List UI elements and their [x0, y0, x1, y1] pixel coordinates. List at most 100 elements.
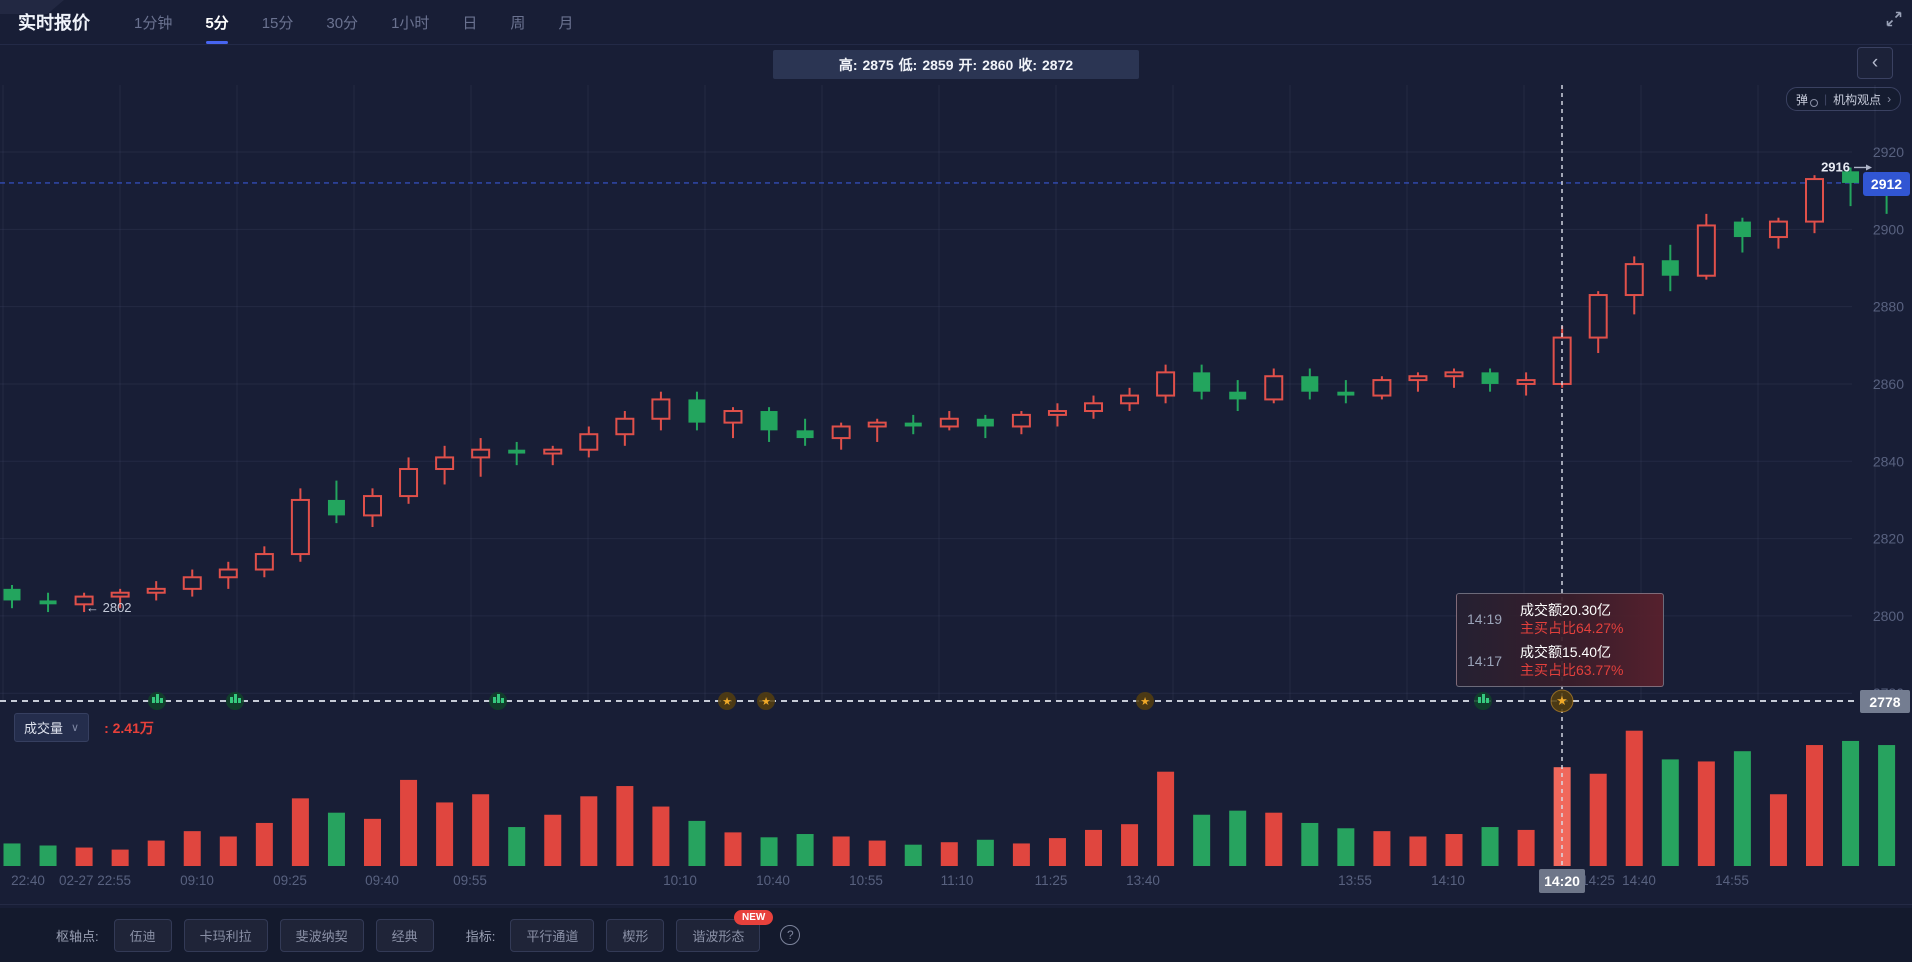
- mini-kline-icon: [160, 698, 163, 703]
- drawing-toolbar: 枢轴点: 伍迪 卡玛利拉 斐波纳契 经典 指标: 平行通道 楔形 谐波形态 NE…: [0, 908, 1912, 962]
- volume-indicator-dropdown[interactable]: 成交量 ∨: [14, 713, 90, 742]
- ohlc-open-value: 2860: [982, 56, 1014, 73]
- tooltip-row: 14:17 成交额15.40亿 主买占比63.77%: [1467, 643, 1653, 679]
- svg-text:09:40: 09:40: [365, 873, 399, 888]
- ohlc-low-label: 低:: [898, 56, 918, 73]
- collapse-panel-button[interactable]: ‹: [1857, 47, 1893, 79]
- star-icon: ★: [1556, 693, 1568, 708]
- svg-text:22:40: 22:40: [11, 873, 45, 888]
- indicator-label: 指标:: [465, 928, 496, 944]
- tab-month[interactable]: 月: [558, 14, 574, 32]
- tab-5min[interactable]: 5分: [205, 12, 229, 44]
- chevron-left-icon: ‹: [1871, 52, 1879, 73]
- star-icon: ★: [761, 696, 771, 708]
- new-badge: NEW: [734, 909, 774, 925]
- tooltip-buy-ratio: 主买占比63.77%: [1520, 661, 1624, 678]
- pivot-woodie-button[interactable]: 伍迪: [113, 918, 172, 952]
- interval-tabs: 1分钟 5分 15分 30分 1小时 日 周 月: [134, 12, 574, 44]
- svg-text:← 2802: ← 2802: [86, 600, 132, 615]
- tab-day[interactable]: 日: [462, 14, 478, 32]
- annotation-layer: 2916 ← 2802: [86, 159, 1872, 615]
- svg-text:2820: 2820: [1873, 531, 1904, 547]
- mini-kline-icon: [238, 698, 241, 703]
- barrage-toggle-label: 弹: [1796, 92, 1809, 107]
- institution-view-pill[interactable]: 弹 | 机构观点 ›: [1786, 87, 1902, 111]
- indicator-harmonic-label: 谐波形态: [692, 928, 745, 944]
- svg-text:2840: 2840: [1873, 453, 1904, 469]
- ohlc-summary-pill: 高: 2875 低: 2859 开: 2860 收: 2872: [773, 50, 1139, 79]
- ohlc-close-value: 2872: [1042, 56, 1074, 73]
- ohlc-open-label: 开:: [958, 56, 978, 73]
- tab-week[interactable]: 周: [510, 14, 526, 32]
- volume-layer: [3, 730, 1896, 866]
- svg-text:09:55: 09:55: [453, 873, 487, 888]
- pivot-classic-button[interactable]: 经典: [375, 918, 434, 952]
- ohlc-high-value: 2875: [862, 56, 894, 73]
- tab-1min[interactable]: 1分钟: [134, 14, 173, 32]
- volume-label: 成交量: [24, 721, 64, 736]
- svg-text:10:10: 10:10: [663, 873, 697, 888]
- barrage-toggle-icon: [1810, 98, 1819, 107]
- tab-30min[interactable]: 30分: [326, 14, 359, 32]
- tooltip-turnover: 成交额20.30亿: [1520, 602, 1612, 618]
- volume-hover-value: : 2.41万: [104, 719, 154, 736]
- mini-kline-icon: [152, 697, 155, 703]
- corner-decoration: [0, 0, 64, 14]
- tooltip-turnover: 成交额15.40亿: [1520, 643, 1612, 660]
- svg-text:2900: 2900: [1873, 221, 1904, 237]
- svg-text:14:10: 14:10: [1431, 873, 1465, 888]
- help-icon[interactable]: ?: [780, 925, 801, 945]
- svg-text:14:55: 14:55: [1715, 873, 1749, 888]
- svg-text:2880: 2880: [1873, 299, 1904, 315]
- crosshair-time-badge: 14:20: [1539, 869, 1585, 893]
- candlestick-chart[interactable]: ★★★★2920290028802860284028202800278022:4…: [0, 85, 1912, 905]
- topbar: 实时报价 1分钟 5分 15分 30分 1小时 日 周 月: [0, 0, 1912, 45]
- pivot-camarilla-button[interactable]: 卡玛利拉: [183, 918, 268, 952]
- mini-kline-icon: [1482, 694, 1485, 703]
- tab-1hour[interactable]: 1小时: [391, 14, 430, 32]
- svg-text:2916: 2916: [1821, 159, 1850, 174]
- ohlc-close-label: 收:: [1018, 56, 1037, 73]
- star-icon: ★: [1140, 696, 1150, 708]
- crosshair-layer: [0, 85, 1855, 869]
- svg-text:09:10: 09:10: [180, 873, 214, 888]
- svg-text:2860: 2860: [1873, 376, 1904, 392]
- tab-15min[interactable]: 15分: [261, 14, 294, 32]
- pivot-fibonacci-button[interactable]: 斐波纳契: [279, 918, 364, 952]
- mini-kline-icon: [497, 694, 500, 703]
- mini-kline-icon: [493, 697, 496, 703]
- chevron-right-icon: ›: [1887, 92, 1892, 106]
- tooltip-buy-ratio: 主买占比64.27%: [1520, 620, 1624, 637]
- mini-kline-icon: [234, 694, 237, 703]
- svg-text:11:10: 11:10: [941, 873, 974, 888]
- ohlc-high-label: 高:: [838, 56, 858, 73]
- grid-layer: [0, 85, 1876, 701]
- indicator-harmonic-button[interactable]: 谐波形态 NEW: [676, 909, 774, 952]
- svg-text:14:40: 14:40: [1622, 873, 1656, 888]
- mini-kline-icon: [156, 694, 159, 703]
- candles-layer: [3, 167, 1896, 613]
- volume-header: 成交量 ∨ : 2.41万: [14, 713, 154, 742]
- pivot-label: 枢轴点:: [56, 928, 99, 944]
- indicator-wedge-button[interactable]: 楔形: [606, 918, 665, 952]
- tooltip-time: 14:19: [1467, 611, 1503, 628]
- mini-kline-icon: [1478, 697, 1481, 703]
- ohlc-low-value: 2859: [922, 56, 954, 73]
- svg-text:2920: 2920: [1873, 144, 1904, 160]
- svg-text:09:25: 09:25: [273, 873, 307, 888]
- chevron-down-icon: ∨: [71, 722, 80, 734]
- mini-kline-icon: [501, 698, 504, 703]
- svg-text:02-27 22:55: 02-27 22:55: [59, 873, 131, 888]
- svg-text:10:40: 10:40: [756, 873, 790, 888]
- current-price-badge: 2912: [1863, 172, 1910, 196]
- indicator-parallel-channel-button[interactable]: 平行通道: [510, 918, 595, 952]
- svg-text:11:25: 11:25: [1035, 873, 1068, 888]
- marker-tooltip: 14:19 成交额20.30亿 主买占比64.27% 14:17 成交额15.4…: [1456, 593, 1664, 687]
- tooltip-time: 14:17: [1467, 652, 1503, 669]
- axis-layer: 2920290028802860284028202800278022:4002-…: [0, 144, 1912, 905]
- collapse-icon[interactable]: [1884, 9, 1904, 29]
- pill-divider: |: [1824, 92, 1828, 106]
- page-title: 实时报价: [18, 13, 90, 33]
- svg-text:13:55: 13:55: [1338, 873, 1372, 888]
